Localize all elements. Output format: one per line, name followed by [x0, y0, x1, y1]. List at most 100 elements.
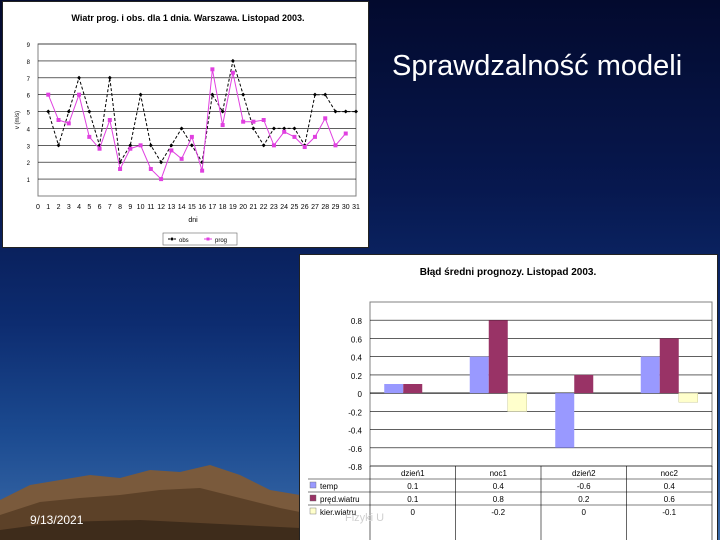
chart1-point-obs: [323, 92, 328, 97]
chart1-point-obs: [66, 109, 71, 114]
chart1-point-obs: [241, 92, 246, 97]
forecast-error-chart-svg: Błąd średni prognozy. Listopad 2003. 0.8 0…: [308, 267, 713, 540]
chart1-x-tick-label: 6: [98, 204, 102, 211]
chart1-point-prog: [148, 166, 153, 171]
chart2-y-tick-label: -0.8: [348, 463, 362, 472]
chart1-x-tick-label: 31: [352, 204, 360, 211]
chart1-x-tick-label: 23: [270, 204, 278, 211]
chart2-legend-swatch-kier.wiatru: [309, 507, 317, 515]
chart1-point-obs: [107, 75, 112, 80]
chart2-y-tick-label: 0.8: [351, 317, 363, 326]
chart1-point-obs: [343, 109, 348, 114]
chart1-point-prog: [128, 146, 133, 151]
chart2-y-tick-label: -0.2: [348, 408, 362, 417]
chart1-y-axis-label: v (m/s): [15, 111, 21, 129]
chart1-point-obs: [333, 109, 338, 114]
chart2-table-cell: 0.1: [407, 495, 419, 504]
chart2-bar-kier.wiatru: [678, 392, 698, 403]
chart2-table-cell: 0.4: [664, 482, 676, 491]
chart2-table-row-label: pręd.wiatru: [320, 495, 360, 504]
chart1-legend: obs prog: [162, 232, 238, 246]
chart1-point-prog: [271, 143, 276, 148]
chart2-table-cell: 0.1: [407, 482, 419, 491]
chart1-point-prog: [200, 168, 205, 173]
chart1-x-tick-label: 22: [260, 204, 268, 211]
chart1-legend-marker-prog: [206, 237, 210, 241]
chart1-legend-marker-obs: [170, 237, 174, 241]
chart2-table-cell: 0: [411, 508, 416, 517]
chart1-y-tick-label: 7: [27, 77, 31, 83]
chart1-x-tick-label: 21: [250, 204, 258, 211]
chart1-point-prog: [97, 146, 102, 151]
chart1-x-tick-label: 27: [311, 204, 319, 211]
chart1-x-tick-label: 5: [87, 204, 91, 211]
chart2-bar-temp: [640, 356, 660, 394]
chart1-x-tick-label: 19: [229, 204, 237, 211]
chart1-legend-label-prog: prog: [215, 238, 227, 244]
chart1-x-tick-label: 4: [77, 204, 81, 211]
chart1-x-tick-label: 17: [208, 204, 216, 211]
chart2-table-header: dzień2: [572, 469, 596, 478]
chart1-x-tick-label: 12: [157, 204, 165, 211]
chart1-plot-area: [37, 43, 357, 197]
chart2-y-tick-label: 0.6: [351, 335, 363, 344]
chart1-y-tick-label: 9: [27, 43, 31, 49]
chart1-point-prog: [261, 118, 266, 122]
chart2-y-tick-label: 0.4: [351, 354, 363, 363]
chart2-y-tick-label: 0.2: [351, 372, 363, 381]
chart1-point-obs: [128, 143, 133, 148]
chart1-point-prog: [46, 92, 51, 97]
chart1-point-obs: [271, 126, 276, 131]
chart1-x-tick-label: 11: [147, 204, 154, 211]
chart1-point-prog: [189, 134, 194, 139]
chart1-point-obs: [46, 109, 51, 114]
chart1-point-obs: [261, 143, 266, 148]
chart2-table-header: noc2: [661, 469, 679, 478]
chart1-x-tick-label: 28: [321, 204, 329, 211]
chart1-point-obs: [87, 109, 92, 114]
chart2-table-cell: -0.1: [662, 508, 676, 517]
chart2-table-row-label: temp: [320, 482, 338, 491]
chart1-point-obs: [354, 109, 358, 114]
chart2-table-cell: 0: [582, 508, 587, 517]
chart1-point-prog: [302, 145, 307, 150]
chart1-point-obs: [210, 92, 215, 97]
chart1-point-obs: [148, 143, 153, 148]
chart1-point-obs: [282, 126, 287, 131]
chart2-bar-temp: [555, 393, 575, 448]
chart2-table-row-label: kier.wiatru: [320, 508, 356, 517]
chart1-point-prog: [169, 148, 174, 153]
chart1-point-prog: [56, 118, 61, 122]
chart1-x-tick-label: 9: [128, 204, 132, 211]
chart1-point-prog: [107, 118, 112, 122]
chart1-y-tick-label: 6: [27, 94, 31, 100]
chart2-table-header: noc1: [490, 469, 508, 478]
chart2-table-cell: 0.2: [578, 495, 590, 504]
chart1-x-tick-label: 2: [57, 204, 61, 211]
chart2-bar-pręd.wiatru: [403, 384, 423, 394]
slide-date: 9/13/2021: [30, 513, 84, 527]
chart2-bar-pręd.wiatru: [574, 374, 594, 394]
chart2-bar-pręd.wiatru: [488, 320, 508, 394]
chart1-y-tick-label: 2: [27, 161, 31, 167]
chart1-y-tick-label: 8: [27, 60, 31, 66]
chart1-point-prog: [323, 116, 328, 121]
chart1-point-prog: [343, 131, 348, 136]
chart2-title: Błąd średni prognozy. Listopad 2003.: [420, 267, 597, 278]
chart2-y-tick-label: -0.4: [348, 427, 362, 436]
chart1-legend-label-obs: obs: [179, 238, 189, 244]
chart1-point-prog: [138, 143, 143, 148]
chart1-point-prog: [333, 143, 338, 148]
wind-forecast-chart-svg: Wiatr prog. i obs. dla 1 dnia. Warszawa.…: [15, 13, 360, 246]
chart1-x-tick-label: 13: [167, 204, 175, 211]
chart1-x-tick-label: 16: [198, 204, 206, 211]
chart1-x-tick-label: 26: [301, 204, 309, 211]
chart1-point-prog: [210, 67, 215, 72]
chart1-point-obs: [312, 92, 317, 97]
chart1-y-tick-label: 3: [27, 144, 31, 150]
chart1-x-tick-label: 3: [67, 204, 71, 211]
chart2-table-cell: -0.6: [577, 482, 591, 491]
chart2-bar-temp: [469, 356, 489, 394]
chart1-x-tick-label: 1: [46, 204, 50, 211]
chart1-x-tick-label: 18: [219, 204, 227, 211]
